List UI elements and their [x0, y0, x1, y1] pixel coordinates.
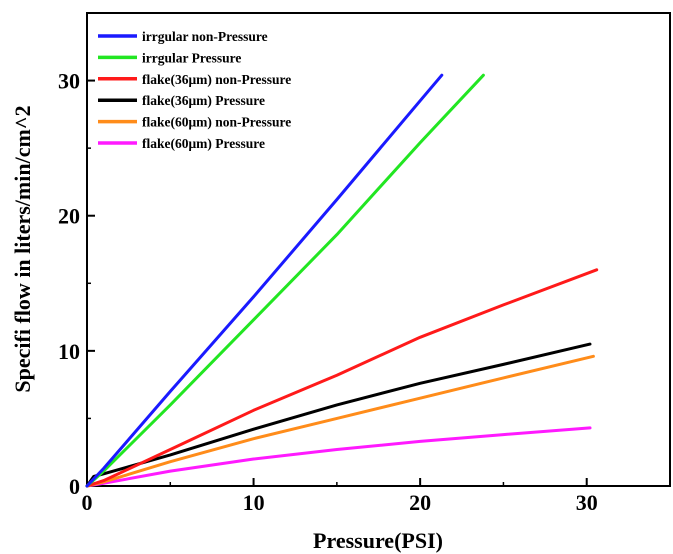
legend-label: flake(60μm) Pressure — [142, 136, 265, 151]
legend-label: irrgular Pressure — [142, 50, 241, 65]
series-line — [85, 354, 595, 488]
legend-label: flake(36μm) Pressure — [142, 93, 265, 108]
legend: irrgular non-Pressure irrgular Pressure fl… — [98, 29, 291, 151]
x-tick-label: 10 — [243, 490, 265, 515]
series-lines — [85, 73, 599, 488]
y-tick-label: 10 — [58, 339, 80, 364]
x-tick-label: 20 — [409, 490, 431, 515]
y-axis-ticks: 0 10 20 30 — [58, 69, 95, 499]
series-line — [85, 426, 592, 488]
series-line — [85, 73, 444, 488]
y-tick-label: 20 — [58, 204, 80, 229]
series-line — [85, 268, 599, 488]
y-axis-title: Specifi flow in liters/min/cm^2 — [10, 105, 35, 392]
x-axis-ticks: 0 10 20 30 — [82, 478, 598, 515]
legend-label: irrgular non-Pressure — [142, 29, 268, 44]
series-line — [85, 73, 485, 488]
x-tick-label: 30 — [576, 490, 598, 515]
x-tick-label: 0 — [82, 490, 93, 515]
legend-label: flake(36μm) non-Pressure — [142, 72, 291, 87]
plot-frame — [86, 12, 671, 487]
y-tick-label: 30 — [58, 69, 80, 94]
legend-label: flake(60μm) non-Pressure — [142, 115, 291, 130]
y-tick-label: 0 — [69, 474, 80, 499]
x-axis-title: Pressure(PSI) — [313, 528, 443, 553]
